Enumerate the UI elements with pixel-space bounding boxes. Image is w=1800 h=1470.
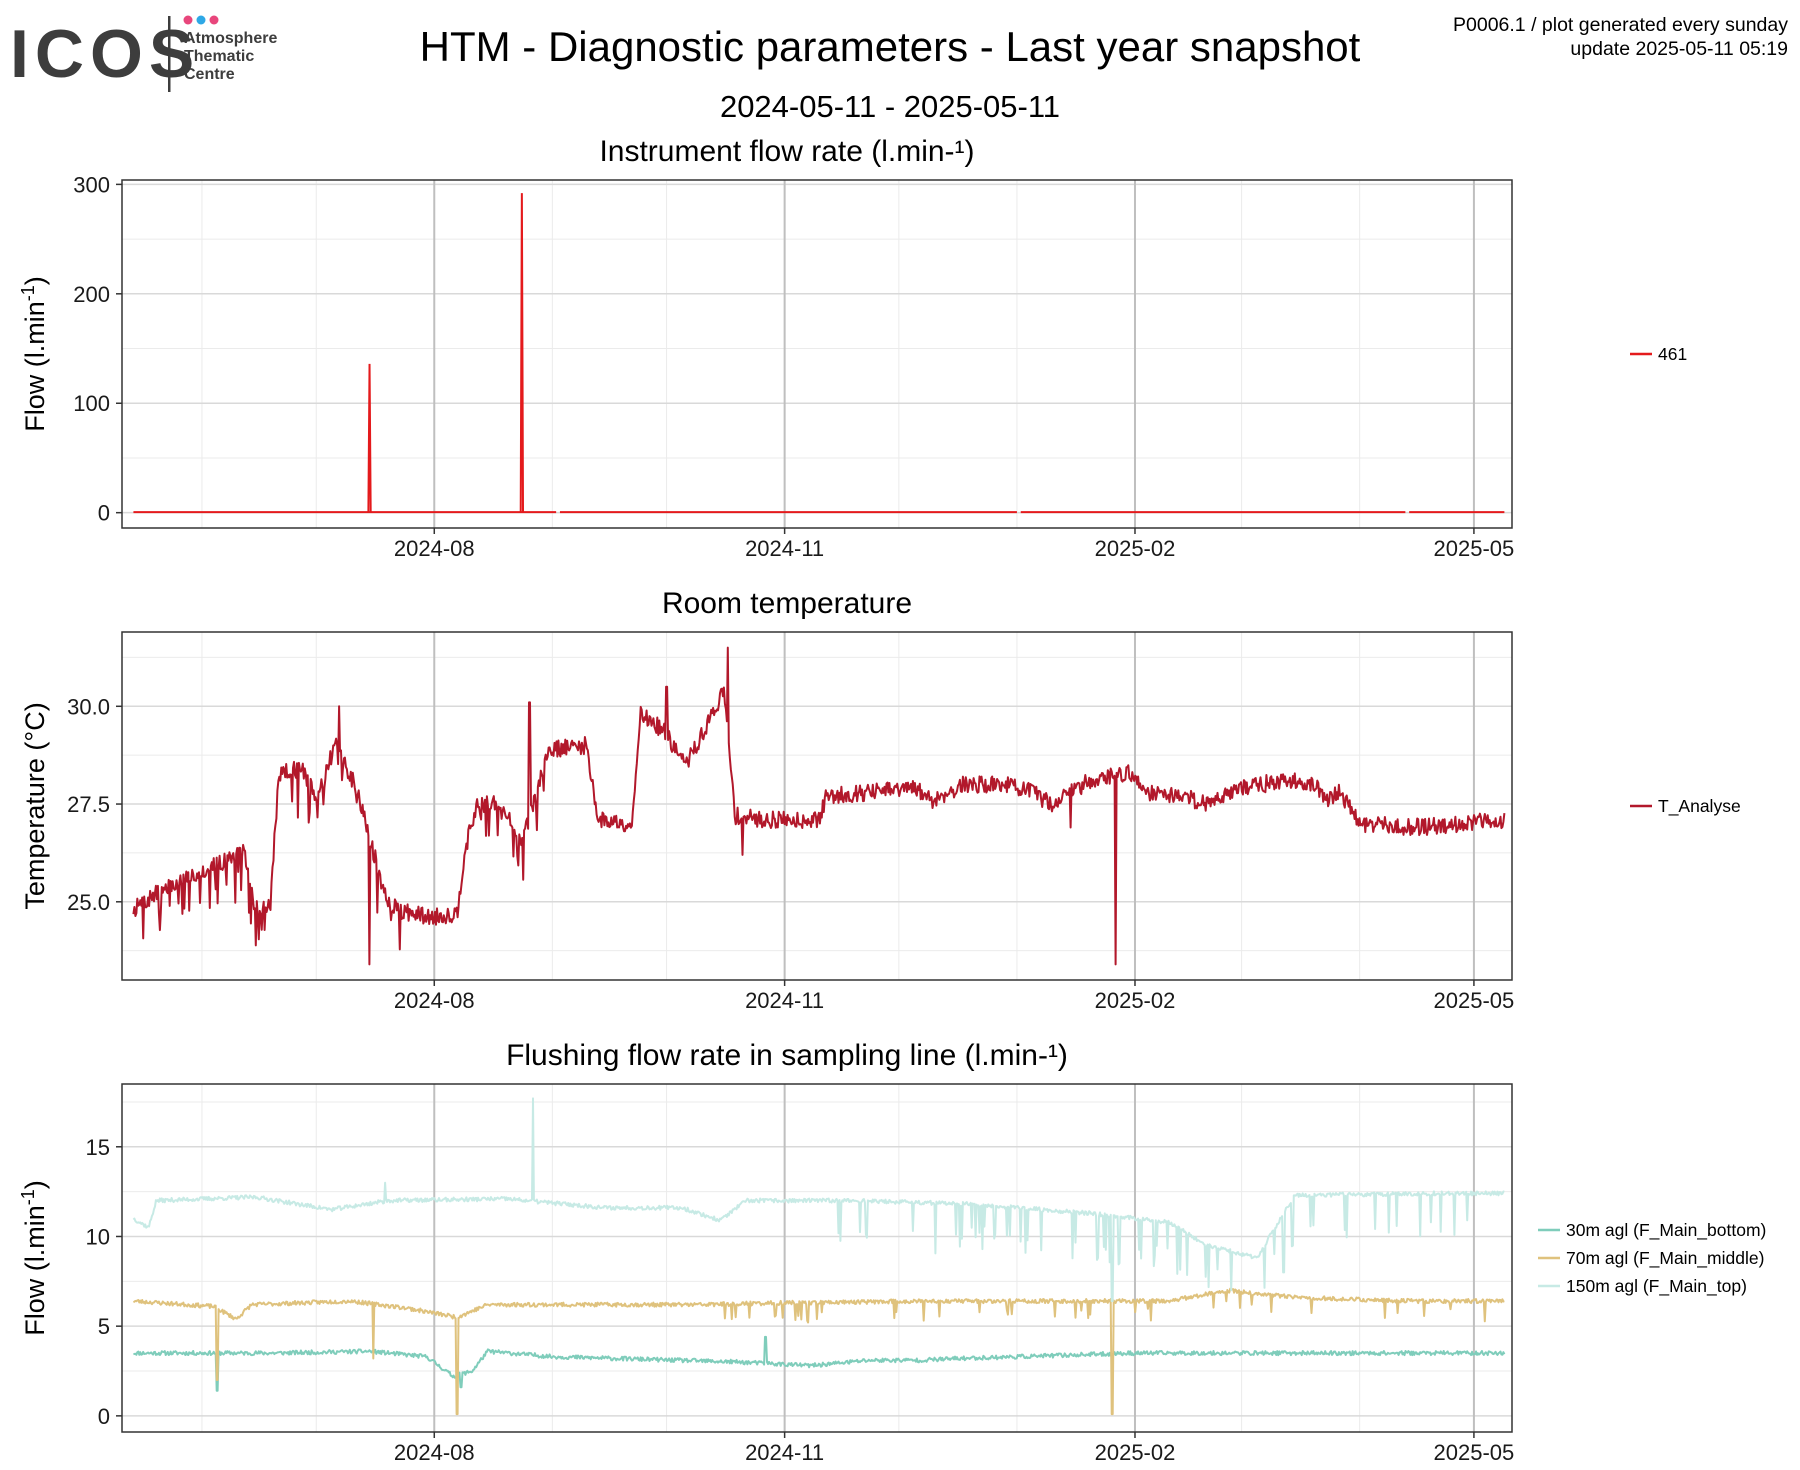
y-tick-label: 10 bbox=[86, 1224, 110, 1249]
y-tick-label: 15 bbox=[86, 1135, 110, 1160]
x-tick-label: 2024-11 bbox=[745, 988, 824, 1013]
meta-plot-id: P0006.1 / plot generated every sunday bbox=[1453, 14, 1788, 36]
y-tick-label: 0 bbox=[98, 501, 110, 526]
major-gridlines bbox=[122, 180, 1512, 528]
plot-area bbox=[133, 193, 1505, 514]
y-tick-label: 25.0 bbox=[67, 890, 110, 915]
logo-brand-text: ICOS bbox=[10, 16, 200, 92]
minor-gridlines bbox=[122, 180, 1512, 528]
plot-area bbox=[132, 646, 1506, 966]
page-title: HTM - Diagnostic parameters - Last year … bbox=[419, 23, 1361, 70]
panel-border bbox=[121, 631, 1513, 981]
x-tick-label: 2024-08 bbox=[394, 1440, 475, 1465]
legend-label: 461 bbox=[1658, 344, 1687, 364]
panel-border bbox=[121, 1083, 1513, 1433]
x-tick-label: 2025-02 bbox=[1095, 1440, 1176, 1465]
x-tick-label: 2025-02 bbox=[1095, 988, 1176, 1013]
logo-sub-line-2: Thematic bbox=[184, 48, 254, 65]
x-tick-label: 2025-02 bbox=[1095, 536, 1176, 561]
chart-panel-3: Flushing flow rate in sampling line (l.m… bbox=[18, 1039, 1766, 1465]
series-spike-461 bbox=[367, 363, 372, 513]
logo-dot-icon bbox=[183, 15, 193, 25]
date-range: 2024-05-11 - 2025-05-11 bbox=[719, 89, 1061, 124]
plot-meta: P0006.1 / plot generated every sunday up… bbox=[1453, 13, 1788, 61]
chart-title: Room temperature bbox=[662, 587, 912, 620]
logo-divider bbox=[168, 16, 171, 92]
x-tick-label: 2024-11 bbox=[745, 1440, 824, 1465]
icos-logo-graphic: ICOS Atmosphere Thematic Centre bbox=[10, 15, 277, 92]
x-tick-label: 2025-05 bbox=[1434, 1440, 1515, 1465]
series-line-1 bbox=[133, 1287, 1505, 1416]
y-tick-label: 0 bbox=[98, 1404, 110, 1429]
panel-border bbox=[121, 179, 1513, 529]
series-line-2 bbox=[132, 1097, 1505, 1303]
logo-sub-line-3: Centre bbox=[184, 66, 235, 83]
series-line-0 bbox=[132, 646, 1506, 966]
minor-gridlines bbox=[122, 632, 1512, 980]
legend-label: 30m agl (F_Main_bottom) bbox=[1566, 1220, 1766, 1241]
y-tick-label: 30.0 bbox=[67, 694, 110, 719]
y-tick-label: 27.5 bbox=[67, 792, 110, 817]
x-tick-label: 2024-08 bbox=[394, 988, 475, 1013]
chart-panel-2: Room temperature T_Analyse 25.0 27.5 30.0 202… bbox=[20, 587, 1741, 1013]
legend-label: T_Analyse bbox=[1658, 796, 1741, 817]
x-tick-label: 2024-11 bbox=[745, 536, 824, 561]
plot-area bbox=[132, 1097, 1506, 1416]
logo-dot-icon bbox=[196, 15, 206, 25]
meta-update: update 2025-05-11 05:19 bbox=[1570, 38, 1788, 60]
y-tick-label: 100 bbox=[73, 391, 110, 416]
y-axis-title: Temperature (°C) bbox=[20, 702, 50, 909]
major-gridlines bbox=[122, 632, 1512, 980]
logo-sub-line-1: Atmosphere bbox=[184, 30, 277, 47]
series-spike-461 bbox=[519, 193, 525, 513]
y-tick-label: 200 bbox=[73, 282, 110, 307]
icos-logo: ICOS Atmosphere Thematic Centre bbox=[10, 12, 310, 107]
x-tick-label: 2025-05 bbox=[1434, 536, 1515, 561]
chart-title: Flushing flow rate in sampling line (l.m… bbox=[506, 1039, 1068, 1072]
minor-gridlines bbox=[122, 1084, 1512, 1432]
y-tick-label: 300 bbox=[73, 172, 110, 197]
legend-label: 150m agl (F_Main_top) bbox=[1566, 1276, 1747, 1297]
logo-dot-icon bbox=[209, 15, 219, 25]
y-axis-title: Flow (l.min-1) bbox=[18, 1180, 50, 1336]
x-tick-label: 2025-05 bbox=[1434, 988, 1515, 1013]
y-tick-label: 5 bbox=[98, 1314, 110, 1339]
chart-panel-1: Instrument flow rate (l.min-¹) 461 0 100 200… bbox=[18, 135, 1687, 561]
series-line-0 bbox=[133, 1335, 1506, 1392]
x-tick-label: 2024-08 bbox=[394, 536, 475, 561]
chart-title: Instrument flow rate (l.min-¹) bbox=[599, 135, 974, 168]
y-axis-title: Flow (l.min-1) bbox=[18, 276, 50, 432]
legend-label: 70m agl (F_Main_middle) bbox=[1566, 1248, 1764, 1269]
major-gridlines bbox=[122, 1084, 1512, 1432]
